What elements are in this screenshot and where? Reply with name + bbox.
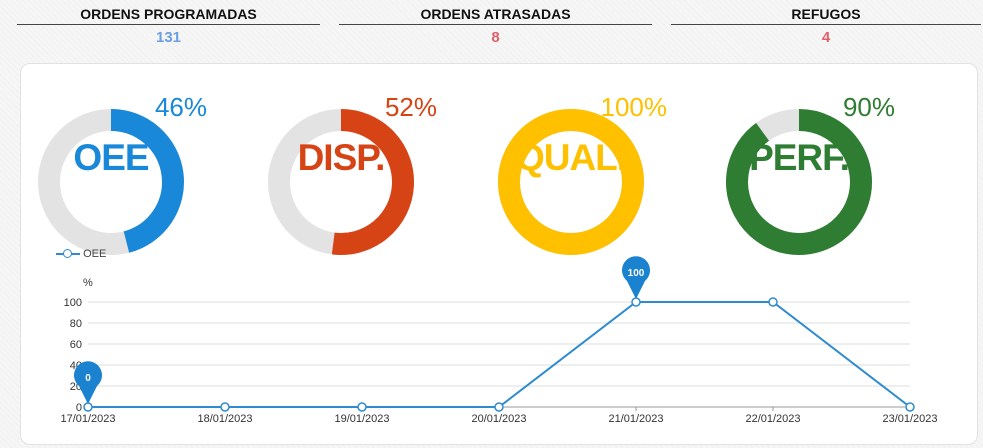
kpi-ordens-atrasadas: ORDENS ATRASADAS 8: [339, 0, 652, 47]
data-point: [905, 402, 915, 412]
kpi-divider: [339, 24, 652, 25]
chart-legend[interactable]: OEE: [56, 248, 106, 260]
x-tick-label: 18/01/2023: [197, 413, 252, 425]
data-point: [83, 402, 93, 412]
dashboard-card: 46% OEE 52% DISP. 100% QUAL. 90% PERF. O…: [20, 63, 978, 445]
gauge-ring: [268, 109, 414, 255]
kpi-divider: [17, 24, 320, 25]
x-tick-label: 22/01/2023: [745, 413, 800, 425]
data-point: [220, 402, 230, 412]
gauge-percent: 46%: [154, 92, 207, 122]
kpi-refugos: REFUGOS 4: [671, 0, 981, 47]
legend-label: OEE: [83, 248, 107, 260]
y-axis-label: %: [83, 277, 93, 289]
data-point: [631, 297, 641, 307]
legend-line-marker: [56, 249, 80, 259]
x-tick-label: 19/01/2023: [334, 413, 389, 425]
gauge-disp: 52% DISP.: [267, 86, 447, 255]
data-point: [768, 297, 778, 307]
gauge-ring: [498, 109, 644, 255]
gauge-arc: [498, 109, 644, 255]
x-tick-label: 23/01/2023: [882, 413, 937, 425]
gauge-qual: 100% QUAL.: [497, 86, 677, 255]
x-tick-label: 21/01/2023: [608, 413, 663, 425]
kpi-label: ORDENS ATRASADAS: [420, 6, 571, 22]
gauge-arc: [726, 109, 872, 255]
data-point: [357, 402, 367, 412]
y-tick-label: 80: [70, 318, 82, 330]
gauge-oee: 46% OEE: [37, 86, 217, 255]
gauge-center-label: DISP.: [297, 137, 386, 178]
x-tick-label: 17/01/2023: [60, 413, 115, 425]
gauge-percent: 100%: [600, 92, 668, 122]
kpi-ordens-programadas: ORDENS PROGRAMADAS 131: [17, 0, 320, 47]
y-tick-label: 0: [76, 402, 82, 414]
data-pin-label: 0: [85, 373, 91, 384]
kpi-value: 4: [821, 29, 831, 46]
gauge-percent: 52%: [384, 92, 437, 122]
gauge-perf: 90% PERF.: [725, 86, 905, 255]
data-point: [494, 402, 504, 412]
x-tick-label: 20/01/2023: [471, 413, 526, 425]
gauge-arc: [110, 109, 184, 253]
kpi-label: ORDENS PROGRAMADAS: [80, 6, 257, 22]
kpi-divider: [671, 24, 981, 25]
data-pin-marker: [622, 256, 651, 299]
kpi-label: REFUGOS: [791, 6, 861, 22]
kpi-value: 8: [491, 29, 500, 46]
gauge-center-label: QUAL.: [515, 137, 627, 178]
gauge-center-label: PERF.: [749, 137, 850, 178]
gauge-ring: [38, 109, 184, 255]
y-tick-label: 100: [64, 297, 82, 309]
data-pin-label: 100: [628, 268, 645, 279]
y-tick-label: 60: [70, 339, 82, 351]
gauge-percent: 90%: [842, 92, 895, 122]
gauge-arc: [331, 109, 414, 255]
data-pin-marker: [74, 361, 102, 404]
kpi-value: 131: [155, 29, 182, 46]
gauge-ring: [726, 109, 872, 255]
series-line-oee: [88, 301, 911, 408]
gauge-center-label: OEE: [73, 137, 149, 178]
